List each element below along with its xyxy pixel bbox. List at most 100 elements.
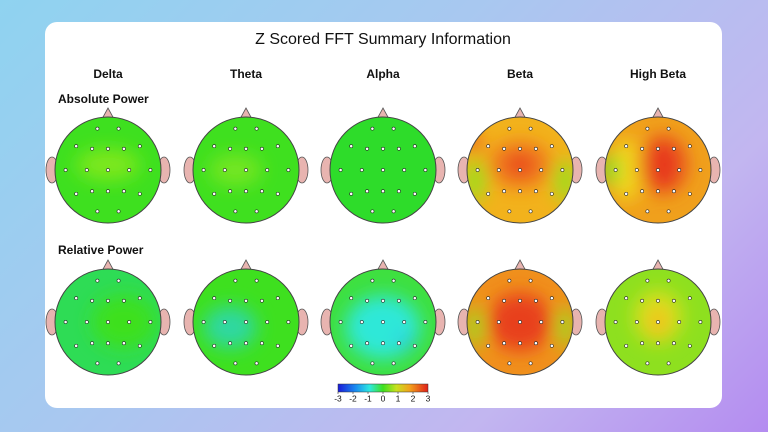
- electrode: [365, 189, 370, 194]
- electrode: [106, 341, 110, 346]
- electrode: [518, 168, 522, 172]
- colorbar-tick-label: -3: [334, 393, 342, 403]
- electrode: [370, 209, 375, 214]
- colorbar-tick-label: 3: [426, 393, 431, 403]
- colorbar-tick-label: 0: [381, 393, 386, 403]
- electrode: [549, 296, 554, 301]
- electrode: [381, 341, 385, 346]
- electrode: [137, 144, 142, 149]
- electrode: [656, 298, 660, 303]
- electrode: [137, 343, 142, 348]
- electrode: [254, 361, 259, 366]
- electrode: [74, 296, 79, 301]
- electrode: [423, 320, 428, 324]
- electrode: [359, 320, 364, 324]
- electrode: [507, 126, 512, 131]
- electrode: [254, 126, 259, 131]
- electrode: [645, 126, 650, 131]
- electrode: [212, 343, 217, 348]
- electrode: [634, 168, 639, 172]
- electrode: [201, 168, 206, 172]
- electrode: [391, 209, 396, 214]
- electrode: [475, 168, 480, 172]
- electrode: [412, 144, 417, 149]
- electrode: [412, 343, 417, 348]
- blob: [605, 154, 619, 186]
- electrode: [518, 320, 522, 324]
- electrode: [381, 189, 385, 194]
- band-label: Delta: [93, 67, 123, 81]
- electrode: [233, 278, 238, 283]
- electrode: [212, 144, 217, 149]
- electrode: [539, 320, 544, 324]
- electrode: [534, 298, 538, 303]
- electrode: [396, 189, 401, 194]
- electrode: [528, 361, 533, 366]
- electrode: [381, 168, 385, 172]
- electrode: [122, 189, 126, 194]
- electrode: [391, 361, 396, 366]
- head-outline: [54, 116, 162, 224]
- electrode: [534, 341, 538, 346]
- electrode: [148, 168, 153, 172]
- electrode: [613, 168, 618, 172]
- blob: [557, 306, 573, 349]
- electrode: [106, 146, 110, 151]
- head-outline: [192, 116, 300, 224]
- electrode: [74, 144, 79, 149]
- head-outline: [329, 116, 437, 224]
- electrode: [640, 298, 645, 303]
- electrode: [534, 189, 538, 194]
- electrode: [122, 146, 126, 151]
- electrode: [666, 361, 671, 366]
- head-outline: [604, 116, 712, 224]
- electrode: [338, 168, 343, 172]
- colorbar-tick-label: -2: [349, 393, 357, 403]
- electrode: [687, 343, 692, 348]
- electrode: [370, 126, 375, 131]
- electrode: [502, 189, 507, 194]
- electrode: [645, 278, 650, 283]
- electrode: [698, 168, 703, 172]
- blob: [92, 295, 156, 349]
- blobs: [345, 295, 421, 360]
- electrode: [687, 191, 692, 196]
- blob: [76, 148, 140, 181]
- electrode: [84, 320, 89, 324]
- electrode: [396, 146, 401, 151]
- electrode: [475, 320, 480, 324]
- electrode: [560, 320, 565, 324]
- electrode: [502, 146, 507, 151]
- electrode: [74, 191, 79, 196]
- electrode: [518, 189, 522, 194]
- blob: [467, 306, 483, 349]
- electrode: [528, 126, 533, 131]
- electrode: [233, 126, 238, 131]
- electrode: [84, 168, 89, 172]
- electrode: [254, 209, 259, 214]
- electrode: [228, 189, 233, 194]
- electrode: [624, 144, 629, 149]
- electrode: [518, 341, 522, 346]
- blobs: [208, 154, 262, 186]
- electrode: [677, 320, 682, 324]
- electrode: [259, 146, 264, 151]
- electrode: [672, 341, 676, 346]
- electrode: [212, 191, 217, 196]
- electrode: [672, 146, 676, 151]
- electrode: [624, 191, 629, 196]
- electrode: [74, 343, 79, 348]
- electrode: [259, 298, 264, 303]
- electrode: [148, 320, 153, 324]
- head-outline: [466, 116, 574, 224]
- electrode: [222, 320, 227, 324]
- electrode: [381, 146, 385, 151]
- electrode: [645, 361, 650, 366]
- electrode: [265, 168, 270, 172]
- electrode: [106, 189, 110, 194]
- electrode: [496, 320, 501, 324]
- electrode: [212, 296, 217, 301]
- electrode: [666, 126, 671, 131]
- electrode: [645, 209, 650, 214]
- electrode: [275, 296, 280, 301]
